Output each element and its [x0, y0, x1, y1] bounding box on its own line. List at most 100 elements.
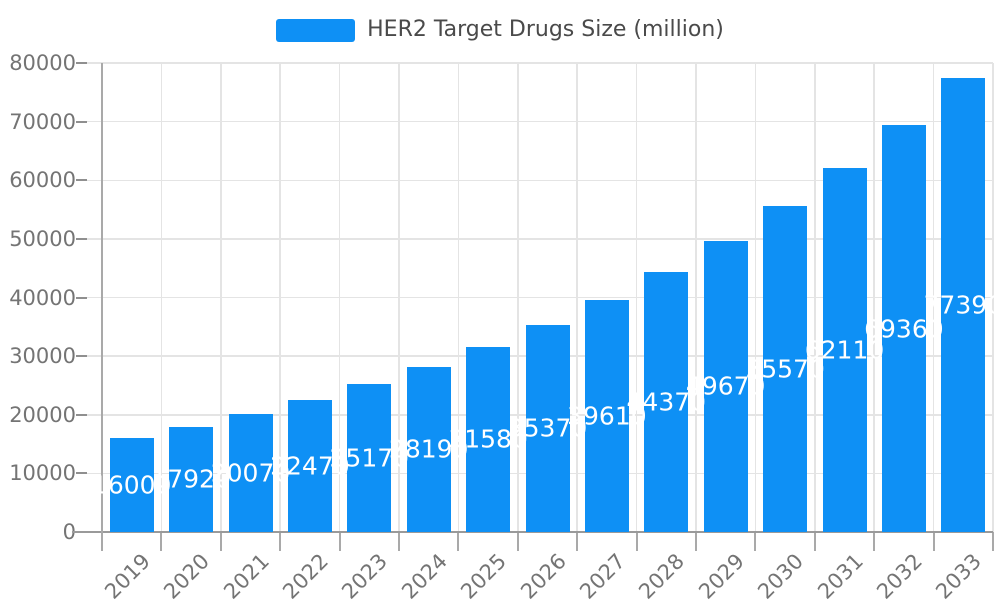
- y-axis-line: [101, 63, 103, 551]
- bar[interactable]: [466, 346, 511, 532]
- y-gridline: [87, 296, 993, 299]
- x-tick: [992, 532, 994, 551]
- bar-value-label: 25170: [329, 443, 410, 473]
- legend-label: HER2 Target Drugs Size (million): [367, 17, 724, 42]
- x-gridline: [160, 63, 163, 532]
- x-tick: [576, 532, 579, 551]
- x-gridline: [220, 63, 222, 532]
- x-gridline: [457, 63, 460, 532]
- y-tick-label: 50000: [9, 226, 76, 251]
- x-gridline: [992, 63, 994, 532]
- x-tick: [695, 532, 697, 551]
- x-tick-label: 2019: [99, 549, 155, 600]
- x-tick: [873, 532, 876, 551]
- x-tick-label: 2022: [278, 549, 333, 600]
- y-tick: [76, 179, 87, 182]
- x-tick-label: 2020: [159, 549, 215, 600]
- x-tick-label: 2025: [456, 549, 512, 600]
- x-gridline: [517, 63, 519, 532]
- y-tick: [76, 296, 87, 299]
- x-axis-line: [72, 531, 993, 533]
- x-tick-label: 2024: [396, 549, 452, 600]
- x-tick-label: 2033: [931, 549, 987, 600]
- bar-value-label: 20070: [210, 458, 291, 488]
- x-tick-label: 2031: [812, 549, 868, 600]
- bar[interactable]: [584, 299, 629, 532]
- x-gridline: [754, 63, 757, 532]
- x-gridline: [576, 63, 578, 532]
- x-tick-label: 2030: [753, 549, 809, 600]
- y-tick: [76, 120, 87, 123]
- bar-value-label: 69360: [864, 314, 944, 344]
- x-tick: [398, 532, 400, 551]
- y-tick-label: 70000: [9, 109, 76, 134]
- bar-value-label: 44370: [626, 387, 707, 417]
- y-tick-label: 0: [62, 520, 76, 544]
- y-tick: [76, 472, 87, 475]
- bar[interactable]: [763, 206, 808, 532]
- y-gridline: [87, 62, 993, 64]
- y-tick-label: 20000: [9, 402, 76, 427]
- x-tick: [516, 532, 519, 551]
- bar-value-label: 22470: [270, 451, 350, 481]
- x-tick: [635, 532, 638, 551]
- x-tick: [160, 532, 163, 551]
- y-tick: [76, 237, 87, 240]
- bar[interactable]: [347, 384, 392, 532]
- bar[interactable]: [228, 414, 273, 532]
- x-tick-label: 2032: [872, 549, 927, 600]
- bar[interactable]: [881, 125, 926, 532]
- x-gridline: [398, 63, 400, 532]
- bar[interactable]: [644, 271, 689, 532]
- y-tick-label: 60000: [9, 168, 76, 193]
- bar[interactable]: [525, 324, 570, 532]
- bar[interactable]: [287, 400, 332, 532]
- bar-value-label: 77390: [923, 290, 1000, 320]
- bar-value-label: 28190: [388, 434, 469, 464]
- y-tick: [76, 413, 87, 416]
- bar-value-label: 17920: [151, 464, 231, 494]
- x-gridline: [873, 63, 875, 532]
- x-tick: [932, 532, 935, 551]
- bar[interactable]: [703, 240, 748, 532]
- y-tick-label: 10000: [9, 461, 76, 486]
- bar[interactable]: [406, 366, 451, 532]
- bar[interactable]: [822, 167, 867, 532]
- y-tick-label: 80000: [9, 51, 76, 75]
- bar-value-label: 31580: [448, 424, 528, 454]
- bar[interactable]: [941, 78, 986, 532]
- bar[interactable]: [169, 426, 214, 532]
- x-gridline: [338, 63, 341, 532]
- bar-value-label: 62110: [804, 335, 885, 365]
- bar[interactable]: [109, 438, 154, 532]
- bar-value-label: 16000: [91, 470, 172, 500]
- x-tick-label: 2028: [634, 549, 690, 600]
- legend-swatch: [276, 18, 356, 42]
- y-gridline: [87, 179, 993, 181]
- y-tick-label: 40000: [9, 285, 76, 310]
- x-tick-label: 2026: [515, 549, 571, 600]
- x-gridline: [635, 63, 638, 532]
- x-tick: [338, 532, 341, 551]
- y-tick-label: 30000: [9, 344, 76, 369]
- y-tick: [76, 355, 87, 358]
- x-tick-label: 2021: [218, 549, 274, 600]
- x-tick-label: 2027: [575, 549, 630, 600]
- bar-value-label: 55570: [745, 354, 825, 384]
- x-tick: [219, 532, 222, 551]
- x-tick: [457, 532, 460, 551]
- y-gridline: [87, 238, 993, 240]
- x-tick: [813, 532, 816, 551]
- x-tick-label: 2029: [693, 549, 749, 600]
- y-gridline: [87, 120, 993, 123]
- legend[interactable]: HER2 Target Drugs Size (million): [0, 17, 1000, 43]
- bar-value-label: 39610: [567, 401, 647, 431]
- x-tick: [754, 532, 757, 551]
- x-gridline: [814, 63, 816, 532]
- x-tick: [279, 532, 282, 551]
- x-gridline: [279, 63, 281, 532]
- x-tick-label: 2023: [337, 549, 393, 600]
- y-tick: [76, 62, 87, 64]
